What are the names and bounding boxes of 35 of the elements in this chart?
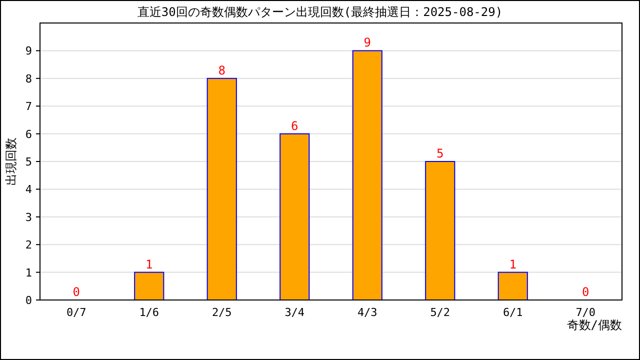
data-label: 5	[436, 146, 444, 160]
data-label: 1	[509, 257, 516, 272]
y-tick-label: 4	[25, 183, 32, 196]
y-tick-label: 6	[25, 128, 32, 141]
x-tick-label: 4/3	[357, 306, 378, 319]
y-tick-label: 3	[25, 210, 32, 224]
x-tick-label: 7/0	[576, 306, 596, 319]
bar	[352, 50, 382, 300]
data-label: 1	[146, 257, 153, 272]
data-label: 8	[218, 63, 226, 78]
x-tick-label: 0/7	[66, 306, 86, 319]
y-tick-label: 8	[25, 72, 32, 86]
bar	[425, 161, 456, 300]
x-tick-label: 1/6	[139, 306, 160, 319]
data-label: 9	[364, 36, 371, 50]
y-tick-label: 0	[25, 294, 32, 307]
bar	[206, 78, 237, 300]
y-tick-label: 1	[25, 266, 32, 280]
bar	[498, 272, 528, 300]
bar	[134, 272, 164, 300]
x-tick-label: 6/1	[502, 306, 523, 319]
chart-title: 直近30回の奇数偶数パターン出現回数(最終抽選日：2025-08-29)	[137, 5, 503, 19]
x-axis-title: 奇数/偶数	[566, 318, 622, 332]
y-tick-label: 2	[25, 238, 32, 252]
y-tick-label: 9	[25, 44, 32, 58]
x-tick-label: 2/5	[212, 306, 232, 319]
x-tick-label: 5/2	[430, 306, 450, 319]
y-tick-label: 7	[25, 100, 32, 114]
bar	[280, 133, 310, 300]
y-tick-label: 5	[25, 156, 32, 168]
data-label: 6	[291, 118, 298, 133]
data-label: 0	[72, 285, 80, 299]
y-axis-title: 出現回数	[4, 138, 18, 186]
x-tick-label: 3/4	[284, 306, 305, 319]
data-label: 0	[582, 285, 590, 299]
